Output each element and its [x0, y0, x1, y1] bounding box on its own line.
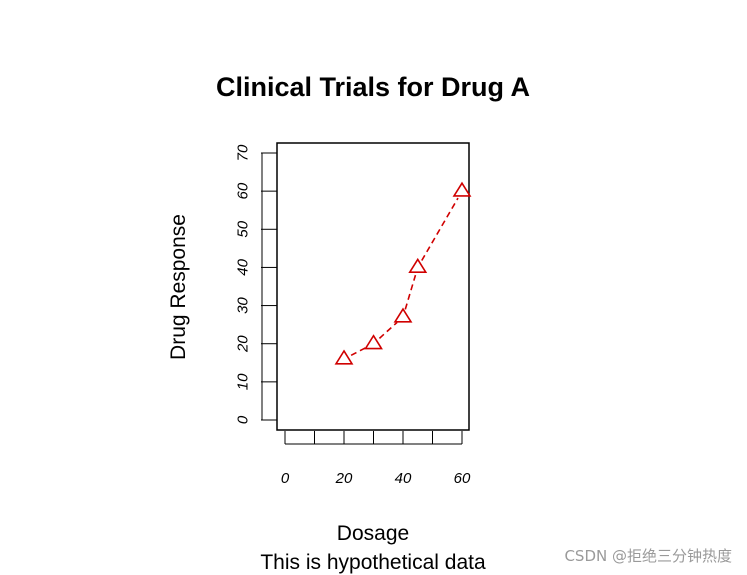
y-tick-label-4: 40 — [234, 258, 251, 275]
watermark: CSDN @拒绝三分钟热度 — [564, 547, 732, 565]
x-tick-label-3: 60 — [454, 470, 471, 487]
data-point-0 — [334, 349, 354, 365]
series-segment-3 — [421, 197, 459, 261]
data-point-4 — [452, 181, 472, 197]
data-point-2 — [393, 307, 413, 323]
y-tick-label-1: 10 — [234, 373, 251, 390]
y-axis: 0 10 20 30 40 50 60 70 — [234, 144, 277, 424]
series-segment-1 — [378, 321, 398, 339]
y-tick-label-2: 20 — [234, 335, 251, 353]
y-tick-label-0: 0 — [234, 415, 251, 424]
y-tick-label-7: 70 — [234, 144, 251, 161]
chart-title: Clinical Trials for Drug A — [216, 72, 530, 102]
y-tick-label-5: 50 — [234, 220, 251, 237]
series-segment-0 — [350, 346, 367, 357]
data-point-3 — [408, 257, 428, 274]
y-tick-label-6: 60 — [234, 182, 251, 199]
y-tick-label-3: 30 — [234, 297, 251, 314]
plot-frame — [276, 142, 470, 431]
x-tick-label-1: 20 — [335, 470, 353, 487]
x-axis-label: Dosage — [337, 522, 409, 545]
series-line — [334, 181, 472, 365]
x-tick-label-2: 40 — [395, 470, 412, 487]
chart-subtitle: This is hypothetical data — [260, 551, 486, 574]
y-axis-label: Drug Response — [167, 214, 190, 360]
data-point-1 — [364, 334, 383, 350]
series-segment-2 — [404, 274, 417, 310]
x-tick-label-0: 0 — [281, 470, 290, 487]
x-axis: 0 20 40 60 — [281, 431, 471, 487]
